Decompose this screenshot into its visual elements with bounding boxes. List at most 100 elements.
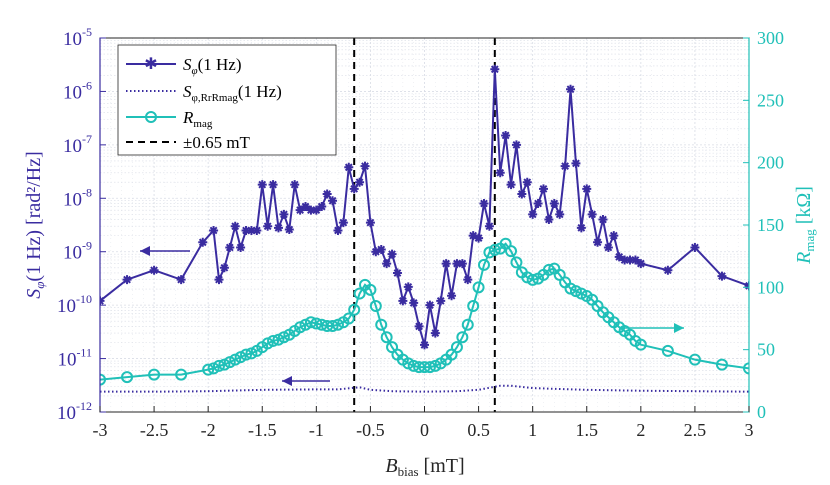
legend-entry-noise: ✱ Sφ(1 Hz) [126,55,242,77]
noise-point [571,158,581,168]
rmag-point [542,263,555,276]
noise-point [236,242,246,252]
rmag-point [526,273,539,286]
noise-point [593,237,603,247]
rmag-point [267,334,280,347]
right-tick-label: 100 [757,277,784,297]
x-tick-label: 1.5 [576,420,599,440]
rmag-point [488,243,501,256]
rmag-point [175,368,188,381]
noise-point [214,275,224,285]
legend-entry-floor: Sφ,RrRmag(1 Hz) [126,82,282,104]
noise-point [349,184,359,194]
noise-point [338,218,348,228]
noise-point [268,180,278,190]
noise-point [198,237,208,247]
x-tick-label: -2.5 [140,420,169,440]
noise-point [344,162,354,172]
noise-point [246,225,256,235]
noise-point [587,209,597,219]
x-axis: -3 -2.5 -2 -1.5 -1 -0.5 0 0.5 1 1.5 2 2.5 3 [93,406,754,440]
right-tick-label: 250 [757,90,784,110]
series-layer [100,64,749,393]
noise-point [690,242,700,252]
rmag-point [477,258,490,271]
left-tick-label: 10-12 [57,399,92,424]
right-tick-label: 200 [757,153,784,173]
noise-point [538,184,548,194]
right-tick-label: 150 [757,215,784,235]
left-tick-label: 10-8 [63,185,92,210]
noise-point [544,215,554,225]
legend-noise-label: Sφ(1 Hz) [183,55,242,77]
legend-rmag-marker [145,111,157,123]
x-tick-label: -2 [201,420,216,440]
noise-point [598,215,608,225]
rmag-point [202,363,215,376]
x-axis-label: Bbias [mT] [385,455,464,479]
noise-point [409,298,419,308]
noise-point [263,221,273,231]
legend-entry-rmag: Rmag [126,108,213,130]
noise-point [528,209,538,219]
noise-point [398,296,408,306]
x-tick-label: -1.5 [248,420,277,440]
rmag-point [743,362,749,375]
arrow-right-rmag-head [674,323,684,333]
x-tick-label: -1 [309,420,324,440]
x-tick-label: -0.5 [356,420,385,440]
rmag-point [342,312,355,325]
noise-point [176,275,186,285]
noise-point [549,198,559,208]
rmag-point [472,281,485,294]
noise-point [257,180,267,190]
noise-point [333,225,343,235]
right-tick-label: 50 [757,340,775,360]
rmag-point [100,373,106,386]
noise-point [452,259,462,269]
noise-point [603,242,613,252]
noise-point [295,205,305,215]
left-tick-label: 10-9 [63,239,92,264]
rmag-point [369,300,382,313]
rmag-point [456,331,469,344]
rmag-point [688,353,701,366]
right-tick-label: 0 [757,402,766,422]
rmag-point [467,300,480,313]
noise-point [620,255,630,265]
arrow-left-floor [282,376,330,386]
legend: ✱ Sφ(1 Hz) Sφ,RrRmag(1 Hz) Rmag ±0.65 mT [117,44,337,156]
noise-point [230,221,240,231]
left-axis: 10-12 10-11 10-10 10-9 10-8 10-7 10-6 10-5 [57,25,106,424]
arrow-left-noise [140,246,190,256]
left-tick-label: 10-7 [63,132,92,157]
noise-point [355,177,365,187]
noise-point [414,321,424,331]
noise-point [241,225,251,235]
noise-point [501,130,511,140]
noise-point [717,271,727,281]
noise-point [625,255,635,265]
noise-point [376,245,386,255]
noise-point [225,242,235,252]
noise-point [219,263,229,273]
noise-point [209,225,219,235]
noise-point [122,275,132,285]
rmag-point [423,361,436,374]
noise-point [463,275,473,285]
left-tick-label: 10-10 [57,292,92,317]
noise-point [474,233,484,243]
reference-lines [353,38,496,412]
noise-point [479,198,489,208]
noise-point [522,177,532,187]
noise-point [371,247,381,257]
noise-point [149,265,159,275]
noise-point [425,300,435,310]
noise-point [457,259,467,269]
rmag-point [348,303,361,316]
right-axis-label: Rmag [kΩ] [793,186,817,265]
rmag-point [364,283,377,296]
legend-vline-label: ±0.65 mT [183,133,251,152]
left-tick-label: 10-11 [57,346,92,371]
legend-entry-vline: ±0.65 mT [126,133,251,152]
